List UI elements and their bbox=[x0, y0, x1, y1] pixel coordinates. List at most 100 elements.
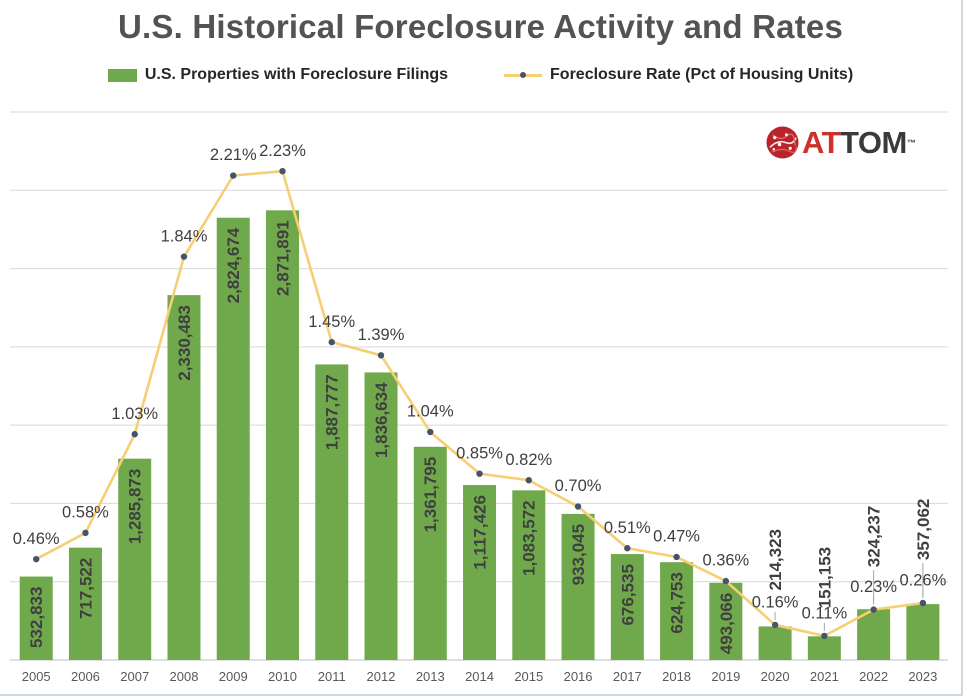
chart-title: U.S. Historical Foreclosure Activity and… bbox=[117, 8, 844, 45]
x-axis-label-2015: 2015 bbox=[514, 669, 543, 684]
rate-marker-2017 bbox=[624, 545, 631, 552]
bar-2005 bbox=[19, 576, 53, 660]
x-axis-label-2011: 2011 bbox=[318, 669, 346, 684]
bar-2017 bbox=[610, 554, 644, 660]
bar-2013 bbox=[413, 446, 447, 660]
rate-label-2018: 0.47% bbox=[653, 528, 700, 546]
bar-label-2007: 1,285,873 bbox=[126, 469, 145, 545]
attom-globe-icon bbox=[766, 126, 799, 159]
bar-label-2005: 532,833 bbox=[27, 587, 46, 648]
x-axis-label-2019: 2019 bbox=[711, 669, 740, 684]
legend-item-rate: Foreclosure Rate (Pct of Housing Units) bbox=[504, 66, 853, 84]
x-axis-label-2005: 2005 bbox=[22, 669, 51, 684]
bar-2009 bbox=[216, 217, 250, 660]
bar-label-2018: 624,753 bbox=[668, 572, 687, 633]
rate-marker-2009 bbox=[230, 172, 237, 179]
x-axis-label-2020: 2020 bbox=[761, 669, 790, 684]
bar-2010 bbox=[266, 210, 299, 660]
x-axis-label-2007: 2007 bbox=[120, 669, 149, 684]
rate-marker-2022 bbox=[870, 606, 877, 613]
rate-label-2019: 0.36% bbox=[702, 552, 749, 570]
rate-marker-2020 bbox=[771, 621, 779, 629]
x-axis-label-2022: 2022 bbox=[859, 669, 888, 684]
bar-label-2017: 676,535 bbox=[618, 564, 637, 625]
rate-label-2017: 0.51% bbox=[604, 519, 651, 537]
bar-2014 bbox=[463, 485, 497, 660]
bar-label-2006: 717,522 bbox=[76, 558, 95, 619]
rate-marker-2005 bbox=[33, 555, 40, 563]
chart-legend: U.S. Properties with Foreclosure Filings… bbox=[0, 66, 961, 84]
rate-marker-2006 bbox=[82, 529, 89, 537]
bar-2016 bbox=[561, 513, 595, 660]
rate-label-2020: 0.16% bbox=[752, 594, 799, 612]
x-axis-label-2016: 2016 bbox=[564, 669, 593, 684]
bar-2019 bbox=[709, 582, 743, 660]
bar-2022 bbox=[857, 609, 891, 660]
rate-label-2012: 1.39% bbox=[358, 326, 405, 344]
rate-label-2013: 1.04% bbox=[407, 403, 454, 421]
bar-label-2012: 1,836,634 bbox=[372, 382, 391, 458]
rate-marker-2014 bbox=[476, 470, 483, 477]
attom-logo-text: ATTOM bbox=[802, 125, 907, 160]
bar-2021 bbox=[807, 636, 841, 660]
rate-marker-2008 bbox=[180, 253, 188, 260]
legend-label-rate: Foreclosure Rate (Pct of Housing Units) bbox=[550, 66, 854, 83]
bar-label-2011: 1,887,777 bbox=[323, 374, 342, 450]
x-axis-label-2012: 2012 bbox=[367, 669, 396, 684]
bar-label-2020: 214,323 bbox=[766, 529, 785, 590]
rate-marker-2019 bbox=[722, 577, 730, 585]
rate-label-2015: 0.82% bbox=[505, 451, 552, 469]
rate-marker-2012 bbox=[377, 352, 385, 359]
x-axis-label-2021: 2021 bbox=[810, 669, 839, 684]
rate-label-2008: 1.84% bbox=[161, 227, 208, 245]
rate-marker-2015 bbox=[525, 477, 532, 484]
rate-label-2005: 0.46% bbox=[13, 530, 60, 548]
rate-marker-2013 bbox=[427, 428, 434, 436]
bar-label-2013: 1,361,795 bbox=[421, 457, 440, 533]
bar-label-2009: 2,824,674 bbox=[224, 227, 243, 303]
rate-marker-2007 bbox=[131, 431, 138, 438]
bar-2018 bbox=[660, 562, 694, 660]
bar-2011 bbox=[315, 364, 349, 660]
x-axis-label-2010: 2010 bbox=[268, 669, 297, 684]
x-axis-label-2006: 2006 bbox=[71, 669, 100, 684]
rate-label-2007: 1.03% bbox=[111, 405, 158, 423]
rate-marker-2010 bbox=[279, 167, 286, 175]
bar-label-2019: 493,066 bbox=[717, 593, 736, 654]
bar-label-2021: 151,153 bbox=[815, 547, 834, 608]
rate-marker-2011 bbox=[328, 338, 335, 346]
bar-2020 bbox=[758, 626, 792, 660]
bar-2008 bbox=[167, 295, 201, 660]
legend-item-filings: U.S. Properties with Foreclosure Filings bbox=[107, 66, 449, 84]
bar-label-2010: 2,871,891 bbox=[273, 220, 292, 296]
rate-label-2014: 0.85% bbox=[456, 444, 503, 462]
bar-label-2008: 2,330,483 bbox=[175, 305, 194, 381]
rate-label-2016: 0.70% bbox=[555, 477, 602, 495]
rate-label-2021: 0.11% bbox=[802, 605, 848, 623]
rate-label-2006: 0.58% bbox=[62, 504, 109, 522]
bar-2006 bbox=[68, 547, 102, 660]
bar-label-2015: 1,083,572 bbox=[520, 500, 539, 576]
rate-marker-2018 bbox=[673, 553, 680, 561]
x-axis-label-2008: 2008 bbox=[170, 669, 199, 684]
x-axis-label-2013: 2013 bbox=[416, 669, 445, 684]
bar-label-2016: 933,045 bbox=[569, 524, 588, 585]
x-axis-label-2023: 2023 bbox=[908, 669, 937, 684]
rate-marker-2023 bbox=[919, 599, 927, 607]
bar-2015 bbox=[512, 490, 546, 660]
attom-logo: ATTOM ™ bbox=[766, 126, 916, 159]
bar-label-2023: 357,062 bbox=[914, 499, 933, 560]
legend-label-filings: U.S. Properties with Foreclosure Filings bbox=[144, 66, 449, 83]
rate-label-2023: 0.26% bbox=[899, 572, 946, 590]
x-axis-label-2014: 2014 bbox=[465, 669, 494, 684]
bar-2023 bbox=[906, 604, 940, 660]
rate-marker-2016 bbox=[574, 503, 582, 510]
bar-2012 bbox=[364, 372, 398, 660]
bar-swatch-icon bbox=[107, 68, 137, 82]
x-axis-label-2018: 2018 bbox=[662, 669, 691, 684]
bar-label-2022: 324,237 bbox=[865, 506, 884, 567]
rate-label-2009: 2.21% bbox=[210, 146, 257, 164]
line-marker-icon bbox=[520, 72, 527, 78]
